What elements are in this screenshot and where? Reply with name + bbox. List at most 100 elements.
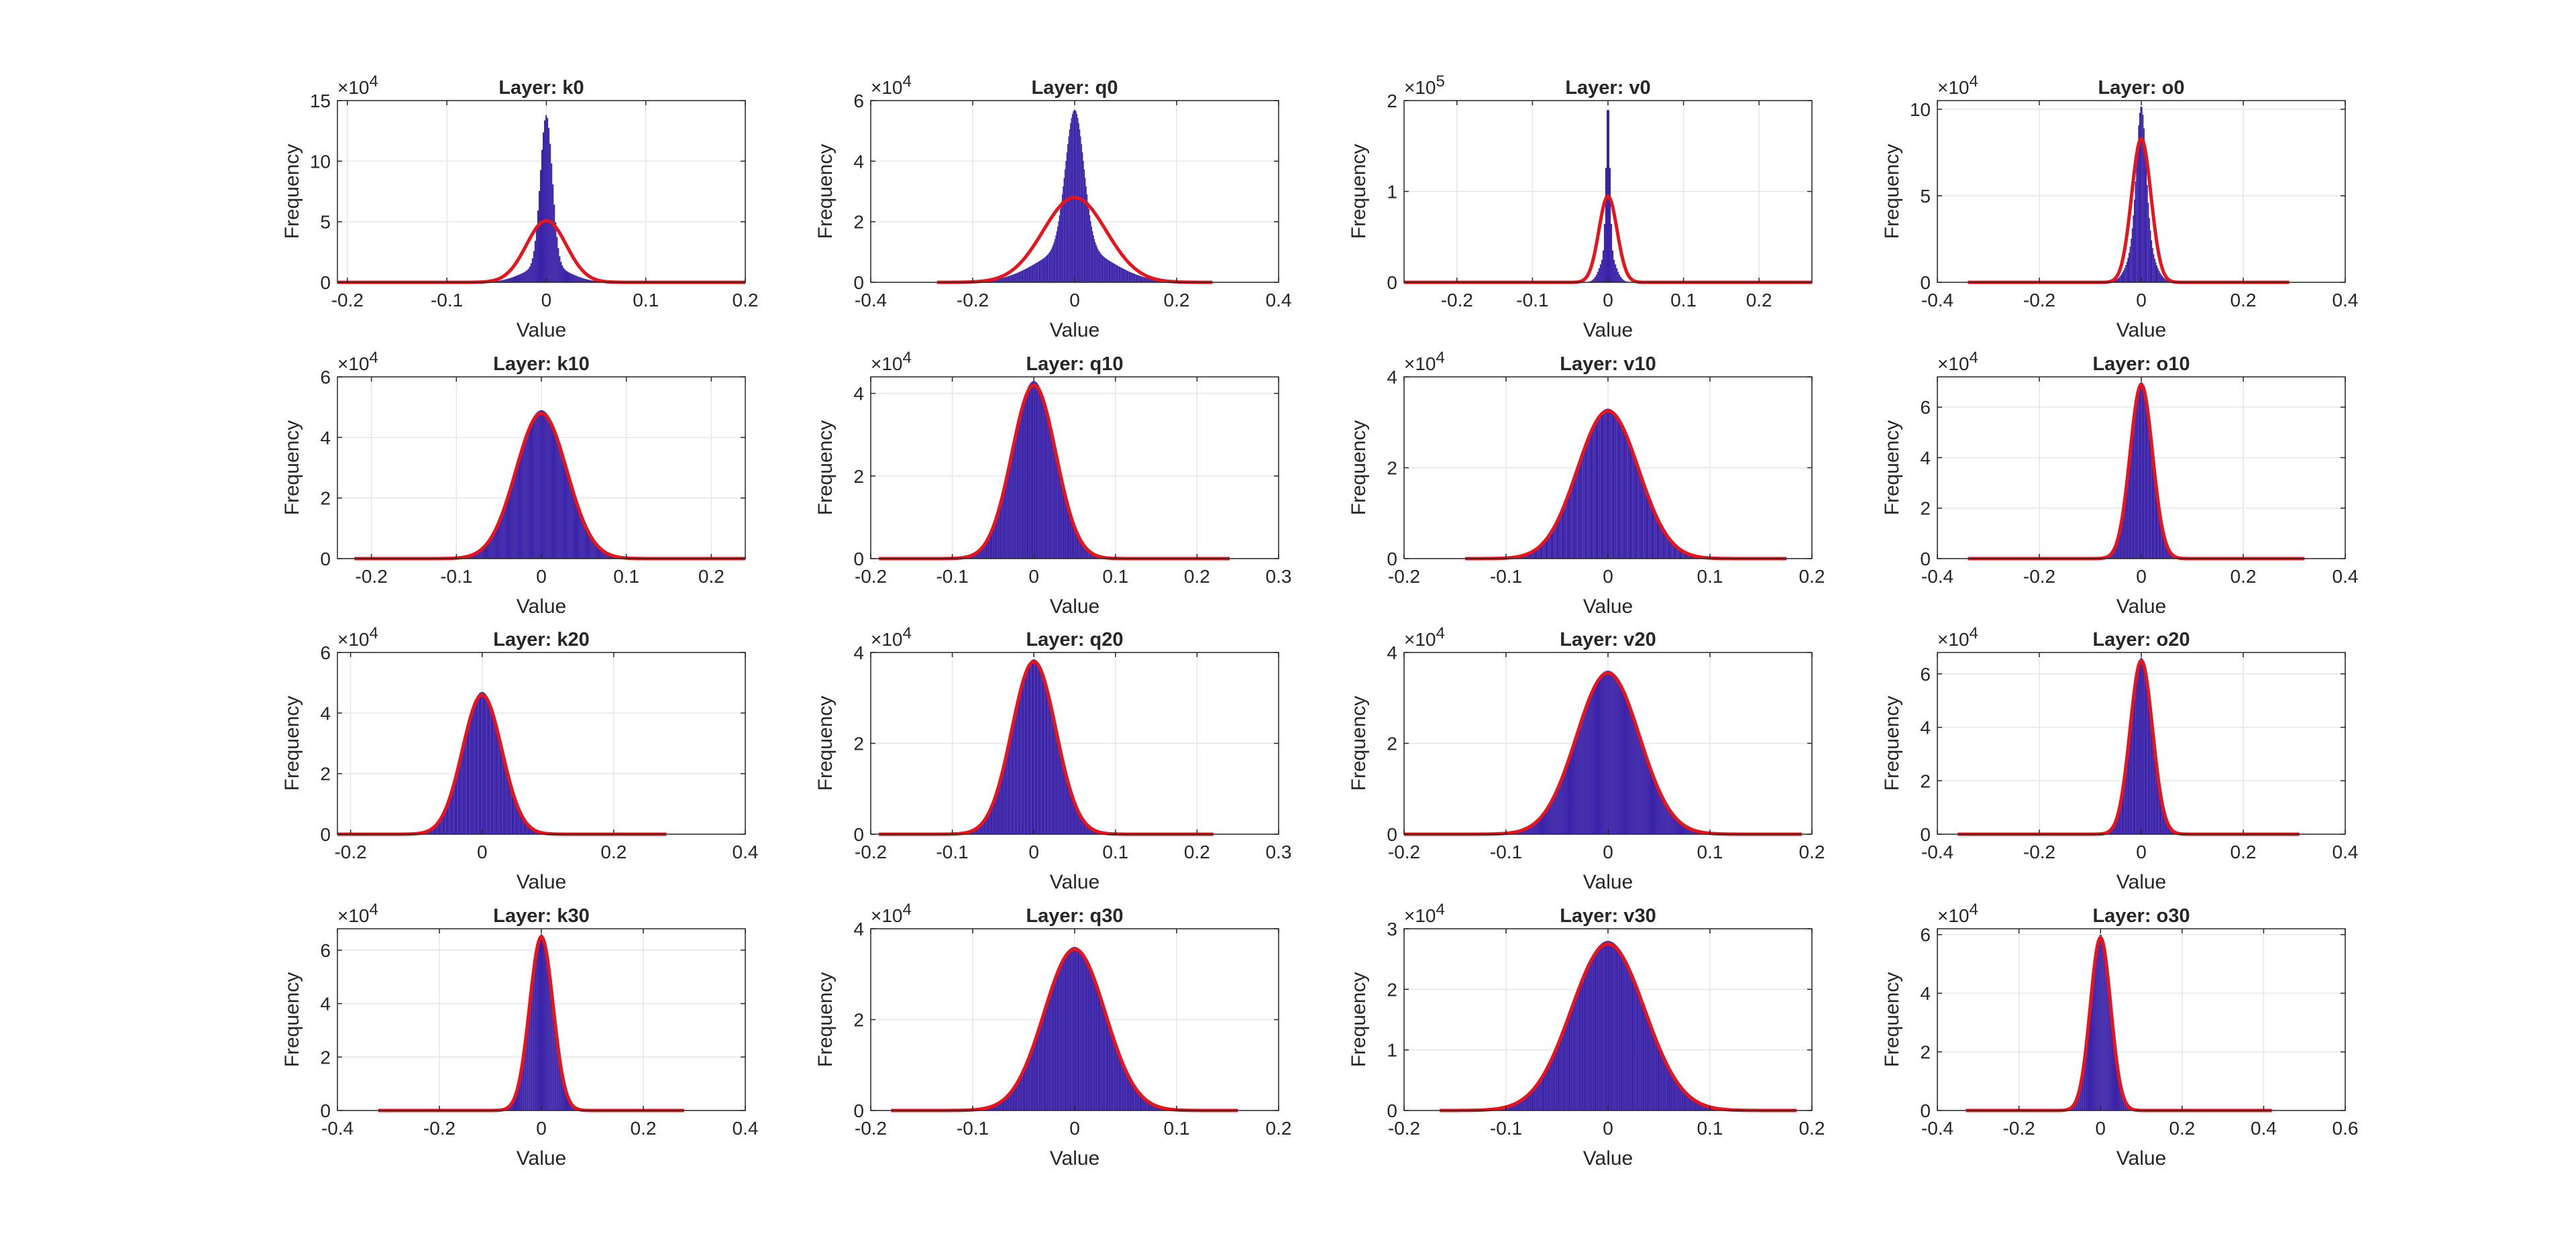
histogram-bar	[570, 484, 572, 559]
histogram-bar	[990, 808, 992, 834]
histogram-bar	[1677, 547, 1678, 559]
histogram-bar	[578, 509, 580, 559]
x-tick-label: 0.4	[733, 842, 759, 862]
histogram-bar	[1623, 955, 1625, 1110]
histogram-bar	[543, 938, 545, 1110]
histogram-bar	[587, 531, 589, 559]
histogram-bar	[2158, 270, 2160, 282]
histogram-bar	[1658, 520, 1660, 559]
histogram-bar	[561, 266, 564, 282]
histogram-bar	[2114, 1049, 2116, 1110]
histogram-bar	[1110, 1030, 1112, 1110]
histogram-bar	[1685, 553, 1687, 559]
histogram-bar	[1564, 504, 1565, 559]
histogram-bar	[562, 1080, 564, 1110]
x-tick-label: 0.4	[2251, 1118, 2277, 1139]
histogram-bar	[1539, 546, 1540, 559]
histogram-bar	[500, 745, 502, 834]
histogram-bar	[1607, 408, 1609, 559]
histogram-bar	[1012, 274, 1014, 282]
histogram-bar	[1698, 1102, 1699, 1110]
y-tick-label: 2	[1387, 91, 1397, 111]
histogram-bar	[1668, 538, 1670, 559]
histogram-bar	[2113, 824, 2115, 834]
histogram-bar	[1016, 705, 1018, 834]
subplot-title: Layer: v30	[1560, 905, 1656, 927]
histogram-bar	[2127, 473, 2129, 559]
histogram-bar	[1036, 661, 1038, 834]
histogram-bar	[1585, 443, 1587, 559]
histogram-bar	[2079, 1088, 2080, 1110]
histogram-bar	[975, 553, 976, 559]
histogram-bar	[542, 935, 544, 1110]
histogram-bar	[1660, 1049, 1662, 1110]
histogram-bar	[1646, 758, 1648, 834]
histogram-bar	[519, 1080, 521, 1110]
histogram-bar	[1071, 948, 1073, 1110]
x-tick-label: 0	[1603, 290, 1613, 310]
histogram-bar	[1124, 1068, 1126, 1110]
histogram-bar	[556, 237, 558, 282]
x-tick-label: -0.4	[1921, 566, 1953, 587]
histogram-bar	[1022, 270, 1024, 282]
histogram-bar	[1089, 215, 1091, 282]
y-tick-label: 0	[320, 272, 331, 293]
histogram-bar	[1593, 278, 1595, 282]
histogram-bar	[1061, 961, 1063, 1110]
histogram-bar	[1018, 695, 1020, 834]
x-tick-label: -0.1	[440, 566, 472, 587]
histogram-bar	[1100, 253, 1102, 282]
histogram-bar	[1652, 773, 1654, 834]
histogram-bar	[2138, 385, 2140, 559]
histogram-bar	[2139, 658, 2141, 834]
histogram-bar	[1120, 1057, 1122, 1110]
histogram-bar	[1007, 748, 1008, 834]
histogram-bar	[1558, 517, 1560, 559]
histogram-bar	[571, 1104, 572, 1110]
histogram-bar	[2116, 818, 2118, 834]
histogram-bar	[2131, 441, 2132, 559]
histogram-bar	[549, 144, 551, 282]
histogram-bar	[564, 1084, 565, 1110]
histogram-bar	[451, 789, 453, 834]
histogram-bar	[1024, 396, 1026, 559]
histogram-bar	[1024, 675, 1025, 834]
histogram-bar	[1081, 952, 1083, 1110]
histogram-bar	[2118, 277, 2121, 282]
histogram-bar	[526, 823, 527, 834]
histogram-bar	[1646, 1015, 1648, 1110]
histogram-bar	[2144, 146, 2146, 282]
histogram-bar	[1555, 524, 1556, 559]
histogram-bar	[1147, 278, 1148, 282]
histogram-bar	[1062, 484, 1064, 559]
histogram-bar	[1063, 762, 1065, 834]
histogram-bar	[488, 701, 490, 834]
histogram-bar	[1543, 1074, 1545, 1110]
histogram-bar	[1575, 994, 1577, 1110]
histogram-bar	[1703, 1104, 1704, 1110]
histogram-bar	[1044, 1007, 1046, 1110]
histogram-bar	[505, 764, 506, 834]
histogram-bar	[504, 760, 506, 834]
histogram-bar	[1531, 825, 1533, 834]
histogram-bar	[578, 276, 580, 282]
histogram-bar	[1538, 819, 1540, 834]
histogram-bar	[585, 526, 587, 559]
histogram-bar	[1645, 488, 1646, 559]
histogram-bar	[1024, 269, 1026, 282]
y-axis-label: Frequency	[814, 420, 837, 516]
histogram-bar	[1140, 276, 1142, 282]
histogram-bar	[518, 274, 520, 282]
histogram-bar	[1011, 726, 1013, 834]
histogram-bar	[511, 789, 513, 834]
histogram-bar	[2098, 936, 2100, 1110]
histogram-bar	[1600, 675, 1602, 834]
histogram-bar	[1120, 267, 1122, 282]
y-exponent: ×104	[871, 349, 912, 374]
histogram-bar	[1069, 949, 1071, 1110]
histogram-bar	[1110, 262, 1112, 282]
histogram-bar	[1065, 772, 1067, 834]
histogram-bar	[569, 1100, 570, 1110]
histogram-bar	[1589, 960, 1591, 1110]
histogram-bar	[1015, 273, 1016, 282]
